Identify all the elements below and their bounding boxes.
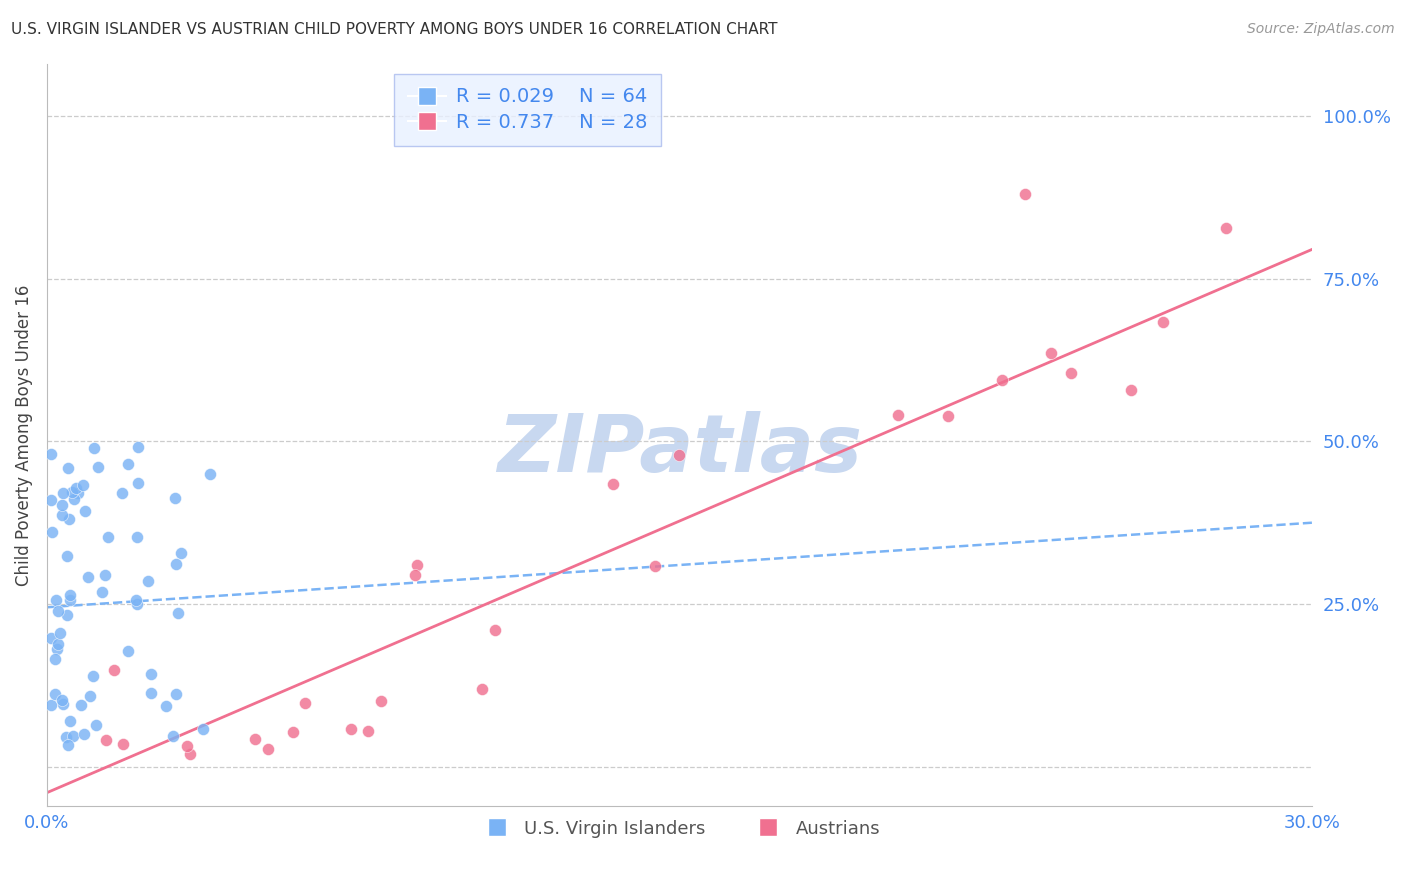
Point	[141, 686, 163, 700]
Point	[127, 476, 149, 491]
Point	[243, 731, 266, 746]
Point	[1014, 187, 1036, 202]
Point	[59, 714, 82, 729]
Point	[991, 373, 1014, 387]
Point	[56, 607, 79, 622]
Point	[136, 574, 159, 588]
Point	[127, 597, 149, 611]
Point	[166, 606, 188, 620]
Point	[56, 461, 79, 475]
Point	[39, 493, 62, 508]
Point	[56, 549, 79, 563]
Point	[257, 741, 280, 756]
Point	[48, 637, 70, 651]
Text: Source: ZipAtlas.com: Source: ZipAtlas.com	[1247, 22, 1395, 37]
Point	[155, 699, 177, 714]
Point	[82, 669, 104, 683]
Point	[72, 478, 94, 492]
Point	[103, 664, 125, 678]
Point	[39, 447, 62, 461]
Point	[83, 441, 105, 455]
Point	[936, 409, 959, 423]
Point	[165, 557, 187, 571]
Point	[76, 570, 98, 584]
Point	[283, 724, 305, 739]
Point	[404, 567, 426, 582]
Point	[41, 524, 63, 539]
Point	[602, 476, 624, 491]
Point	[1215, 221, 1237, 235]
Point	[176, 739, 198, 753]
Point	[97, 530, 120, 544]
Point	[340, 723, 363, 737]
Point	[163, 491, 186, 505]
Point	[48, 626, 70, 640]
Point	[94, 732, 117, 747]
Point	[169, 546, 191, 560]
Point	[46, 641, 69, 656]
Point	[644, 558, 666, 573]
Text: ZIPatlas: ZIPatlas	[496, 410, 862, 489]
Point	[58, 511, 80, 525]
Point	[165, 687, 187, 701]
Point	[668, 448, 690, 462]
Point	[45, 593, 67, 607]
Point	[87, 460, 110, 475]
Point	[56, 738, 79, 752]
Point	[73, 727, 96, 741]
Point	[69, 698, 91, 712]
Point	[117, 458, 139, 472]
Point	[79, 689, 101, 703]
Point	[198, 467, 221, 481]
Point	[62, 729, 84, 743]
Point	[191, 723, 214, 737]
Point	[90, 585, 112, 599]
Point	[294, 696, 316, 710]
Point	[127, 440, 149, 454]
Legend: U.S. Virgin Islanders, Austrians: U.S. Virgin Islanders, Austrians	[471, 813, 887, 845]
Point	[112, 737, 135, 751]
Point	[75, 503, 97, 517]
Point	[59, 589, 82, 603]
Point	[51, 498, 73, 512]
Point	[52, 697, 75, 711]
Point	[125, 530, 148, 544]
Point	[111, 486, 134, 500]
Point	[84, 718, 107, 732]
Y-axis label: Child Poverty Among Boys Under 16: Child Poverty Among Boys Under 16	[15, 285, 32, 585]
Point	[405, 558, 427, 572]
Point	[1121, 384, 1143, 398]
Point	[1152, 315, 1174, 329]
Point	[1060, 366, 1083, 380]
Point	[62, 492, 84, 507]
Point	[59, 592, 82, 607]
Point	[887, 408, 910, 422]
Point	[1039, 346, 1062, 360]
Point	[94, 567, 117, 582]
Point	[46, 604, 69, 618]
Point	[370, 694, 392, 708]
Text: U.S. VIRGIN ISLANDER VS AUSTRIAN CHILD POVERTY AMONG BOYS UNDER 16 CORRELATION C: U.S. VIRGIN ISLANDER VS AUSTRIAN CHILD P…	[11, 22, 778, 37]
Point	[125, 592, 148, 607]
Point	[117, 644, 139, 658]
Point	[162, 730, 184, 744]
Point	[66, 486, 89, 500]
Point	[44, 652, 66, 666]
Point	[51, 693, 73, 707]
Point	[141, 666, 163, 681]
Point	[52, 486, 75, 500]
Point	[60, 485, 83, 500]
Point	[39, 631, 62, 645]
Point	[471, 682, 494, 697]
Point	[179, 747, 201, 761]
Point	[44, 687, 66, 701]
Point	[51, 508, 73, 522]
Point	[39, 698, 62, 712]
Point	[484, 623, 506, 637]
Point	[357, 724, 380, 739]
Point	[65, 481, 87, 495]
Point	[55, 731, 77, 745]
